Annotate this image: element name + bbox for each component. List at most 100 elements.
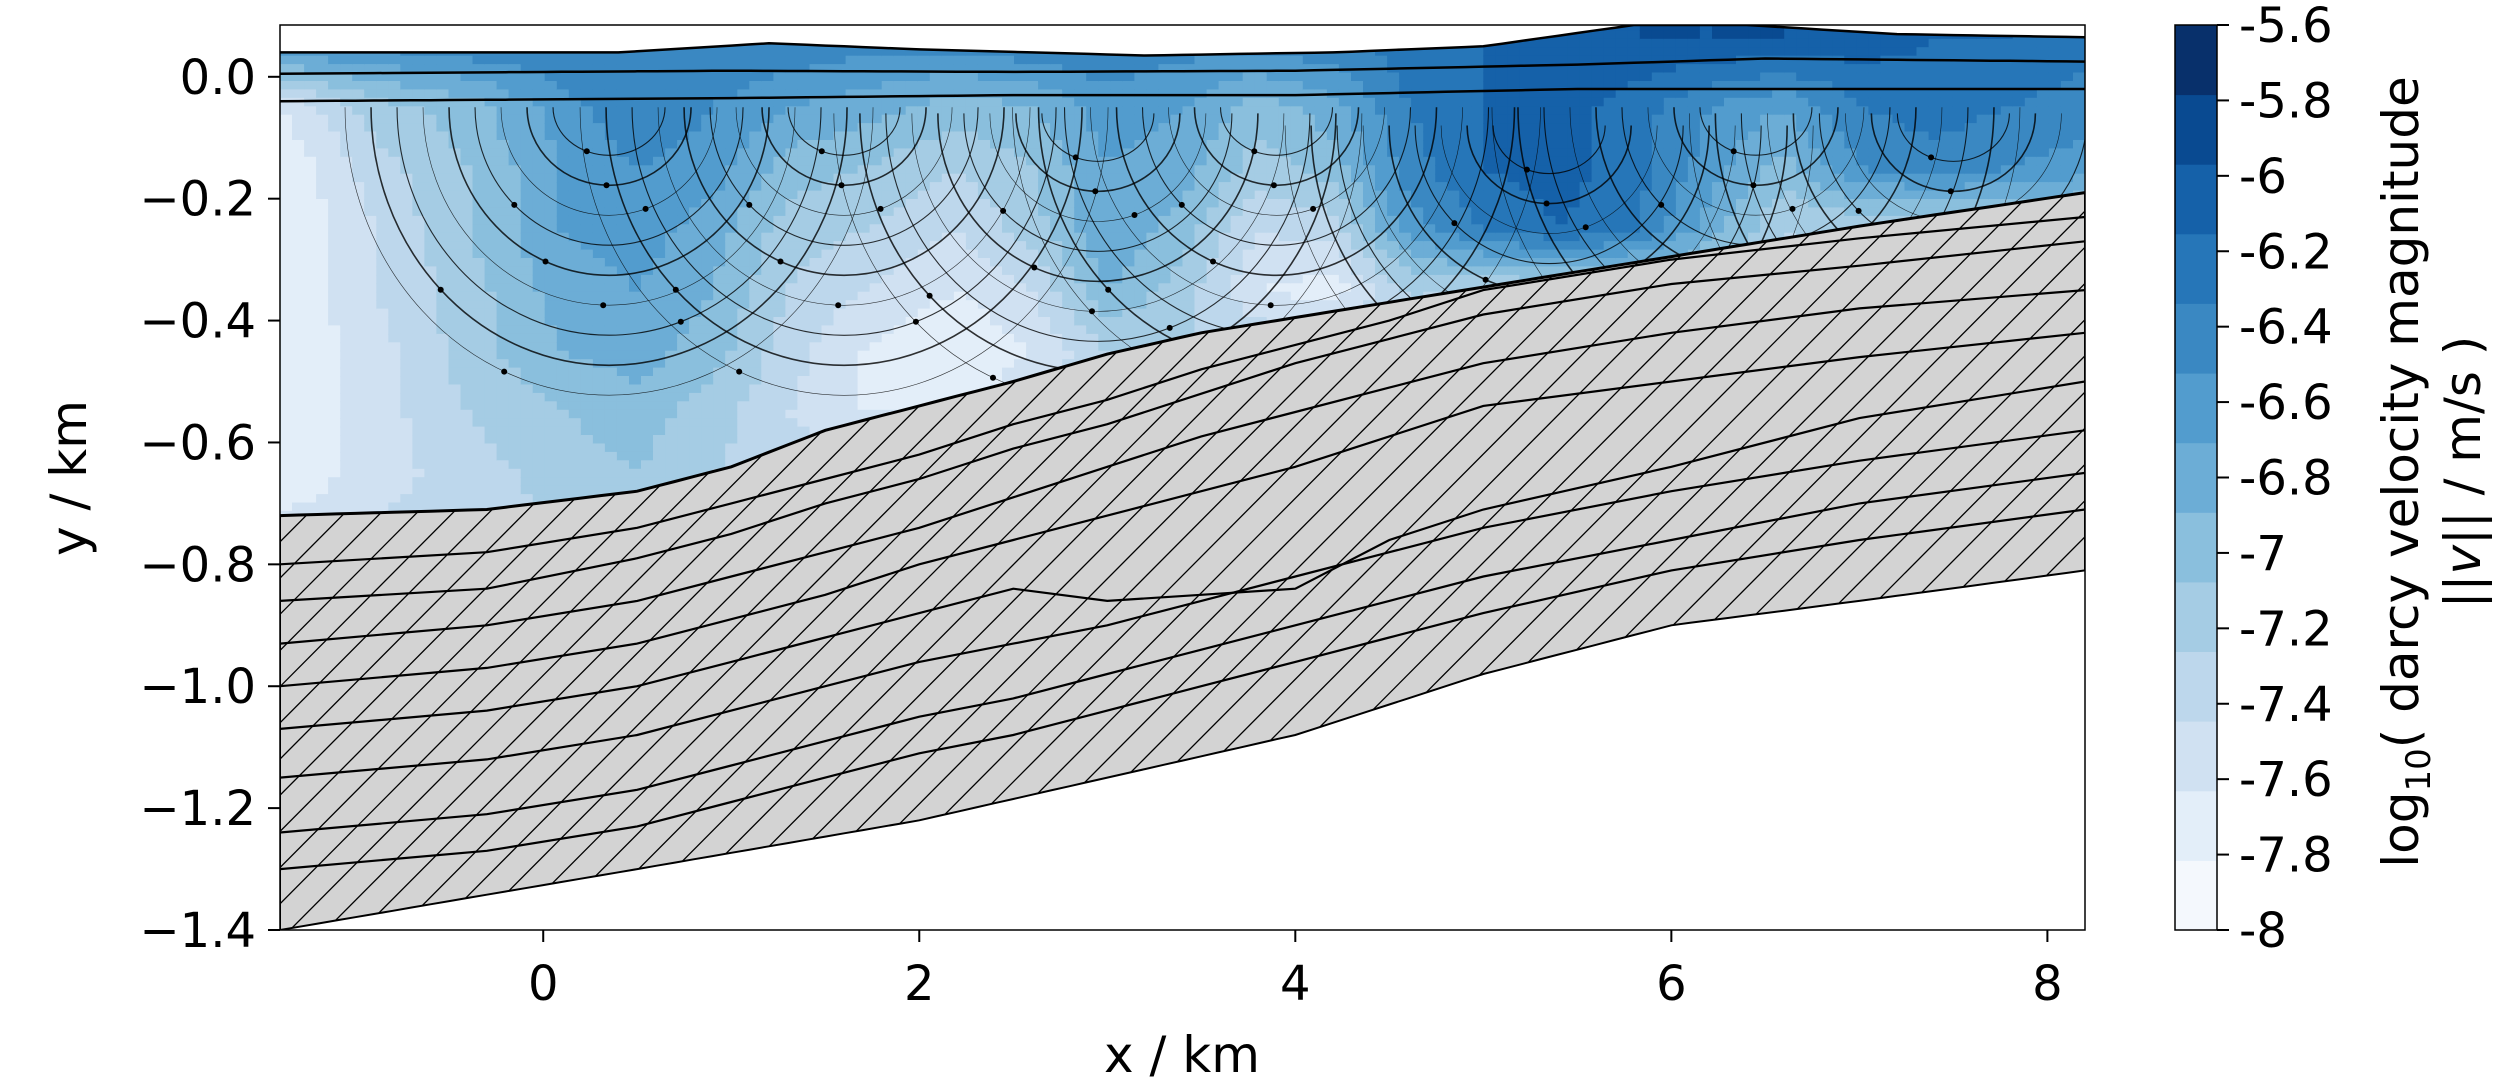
field-cell <box>532 485 546 495</box>
field-cell <box>280 106 293 116</box>
field-cell <box>1062 190 1075 200</box>
field-cell <box>508 55 522 65</box>
field-cell <box>845 224 859 234</box>
field-cell <box>1002 64 1015 74</box>
field-cell <box>1050 123 1063 133</box>
field-cell <box>1050 224 1063 234</box>
field-cell <box>749 199 763 209</box>
field-cell <box>905 384 919 394</box>
field-cell <box>701 325 714 335</box>
field-cell <box>436 367 450 377</box>
field-cell <box>400 291 414 301</box>
field-cell <box>340 460 353 470</box>
field-cell <box>641 55 654 65</box>
field-cell <box>773 300 787 310</box>
field-cell <box>761 418 775 428</box>
field-cell <box>1026 350 1039 360</box>
field-cell <box>1182 325 1196 335</box>
field-cell <box>304 451 317 462</box>
field-cell <box>941 300 955 310</box>
field-cell <box>412 140 426 150</box>
field-cell <box>424 460 438 470</box>
field-cell <box>400 241 414 251</box>
field-cell <box>725 291 738 301</box>
field-cell <box>364 182 377 192</box>
field-cell <box>1170 55 1184 65</box>
field-cell <box>364 81 377 91</box>
field-cell <box>1098 106 1112 116</box>
field-cell <box>1170 123 1184 133</box>
field-cell <box>484 418 498 428</box>
field-cell <box>641 106 654 116</box>
field-cell <box>965 140 979 150</box>
field-cell <box>1158 97 1172 107</box>
field-cell <box>280 333 293 344</box>
field-cell <box>340 182 353 192</box>
field-cell <box>665 333 678 344</box>
field-cell <box>785 106 799 116</box>
field-cell <box>1074 140 1087 150</box>
field-cell <box>857 333 871 344</box>
field-cell <box>592 468 606 478</box>
field-cell <box>1146 274 1160 285</box>
field-cell <box>592 224 606 234</box>
field-cell <box>857 207 871 217</box>
field-cell <box>701 376 714 386</box>
field-cell <box>532 131 546 141</box>
field-cell <box>1014 140 1027 150</box>
field-cell <box>809 367 823 377</box>
field-cell <box>893 342 907 352</box>
field-cell <box>376 342 390 352</box>
field-cell <box>821 224 835 234</box>
field-cell <box>376 468 390 478</box>
field-cell <box>352 38 365 48</box>
field-cell <box>400 131 414 141</box>
field-cell <box>845 89 859 99</box>
field-cell <box>689 224 702 234</box>
field-cell <box>592 156 606 166</box>
field-cell <box>460 494 474 504</box>
field-cell <box>412 317 426 327</box>
field-cell <box>364 291 377 301</box>
field-cell <box>785 25 799 32</box>
field-cell <box>340 291 353 301</box>
field-cell <box>1098 165 1112 175</box>
field-cell <box>797 274 811 285</box>
field-cell <box>1038 342 1051 352</box>
field-cell <box>965 215 979 226</box>
field-cell <box>905 47 919 57</box>
field-cell <box>304 224 317 234</box>
field-cell <box>280 468 293 478</box>
field-cell <box>580 249 594 259</box>
field-cell <box>484 64 498 74</box>
field-cell <box>905 300 919 310</box>
field-cell <box>929 156 943 166</box>
field-cell <box>713 342 726 352</box>
field-cell <box>965 207 979 217</box>
field-cell <box>604 291 618 301</box>
field-cell <box>352 224 365 234</box>
field-cell <box>568 274 582 285</box>
field-cell <box>1026 190 1039 200</box>
field-cell <box>761 97 775 107</box>
field-cell <box>292 182 305 192</box>
field-cell <box>1266 148 1280 158</box>
field-cell <box>965 114 979 124</box>
field-cell <box>713 384 726 394</box>
field-cell <box>1230 55 1244 65</box>
field-cell <box>304 30 317 40</box>
field-cell <box>941 258 955 268</box>
field-cell <box>905 350 919 360</box>
field-cell <box>568 367 582 377</box>
field-cell <box>1266 140 1280 150</box>
field-cell <box>1230 182 1244 192</box>
field-cell <box>773 274 787 285</box>
field-cell <box>1014 224 1027 234</box>
field-cell <box>556 342 570 352</box>
field-cell <box>1242 241 1256 251</box>
field-cell <box>412 156 426 166</box>
field-cell <box>641 249 654 259</box>
field-cell <box>1074 173 1087 183</box>
field-cell <box>328 106 341 116</box>
field-cell <box>352 401 365 411</box>
